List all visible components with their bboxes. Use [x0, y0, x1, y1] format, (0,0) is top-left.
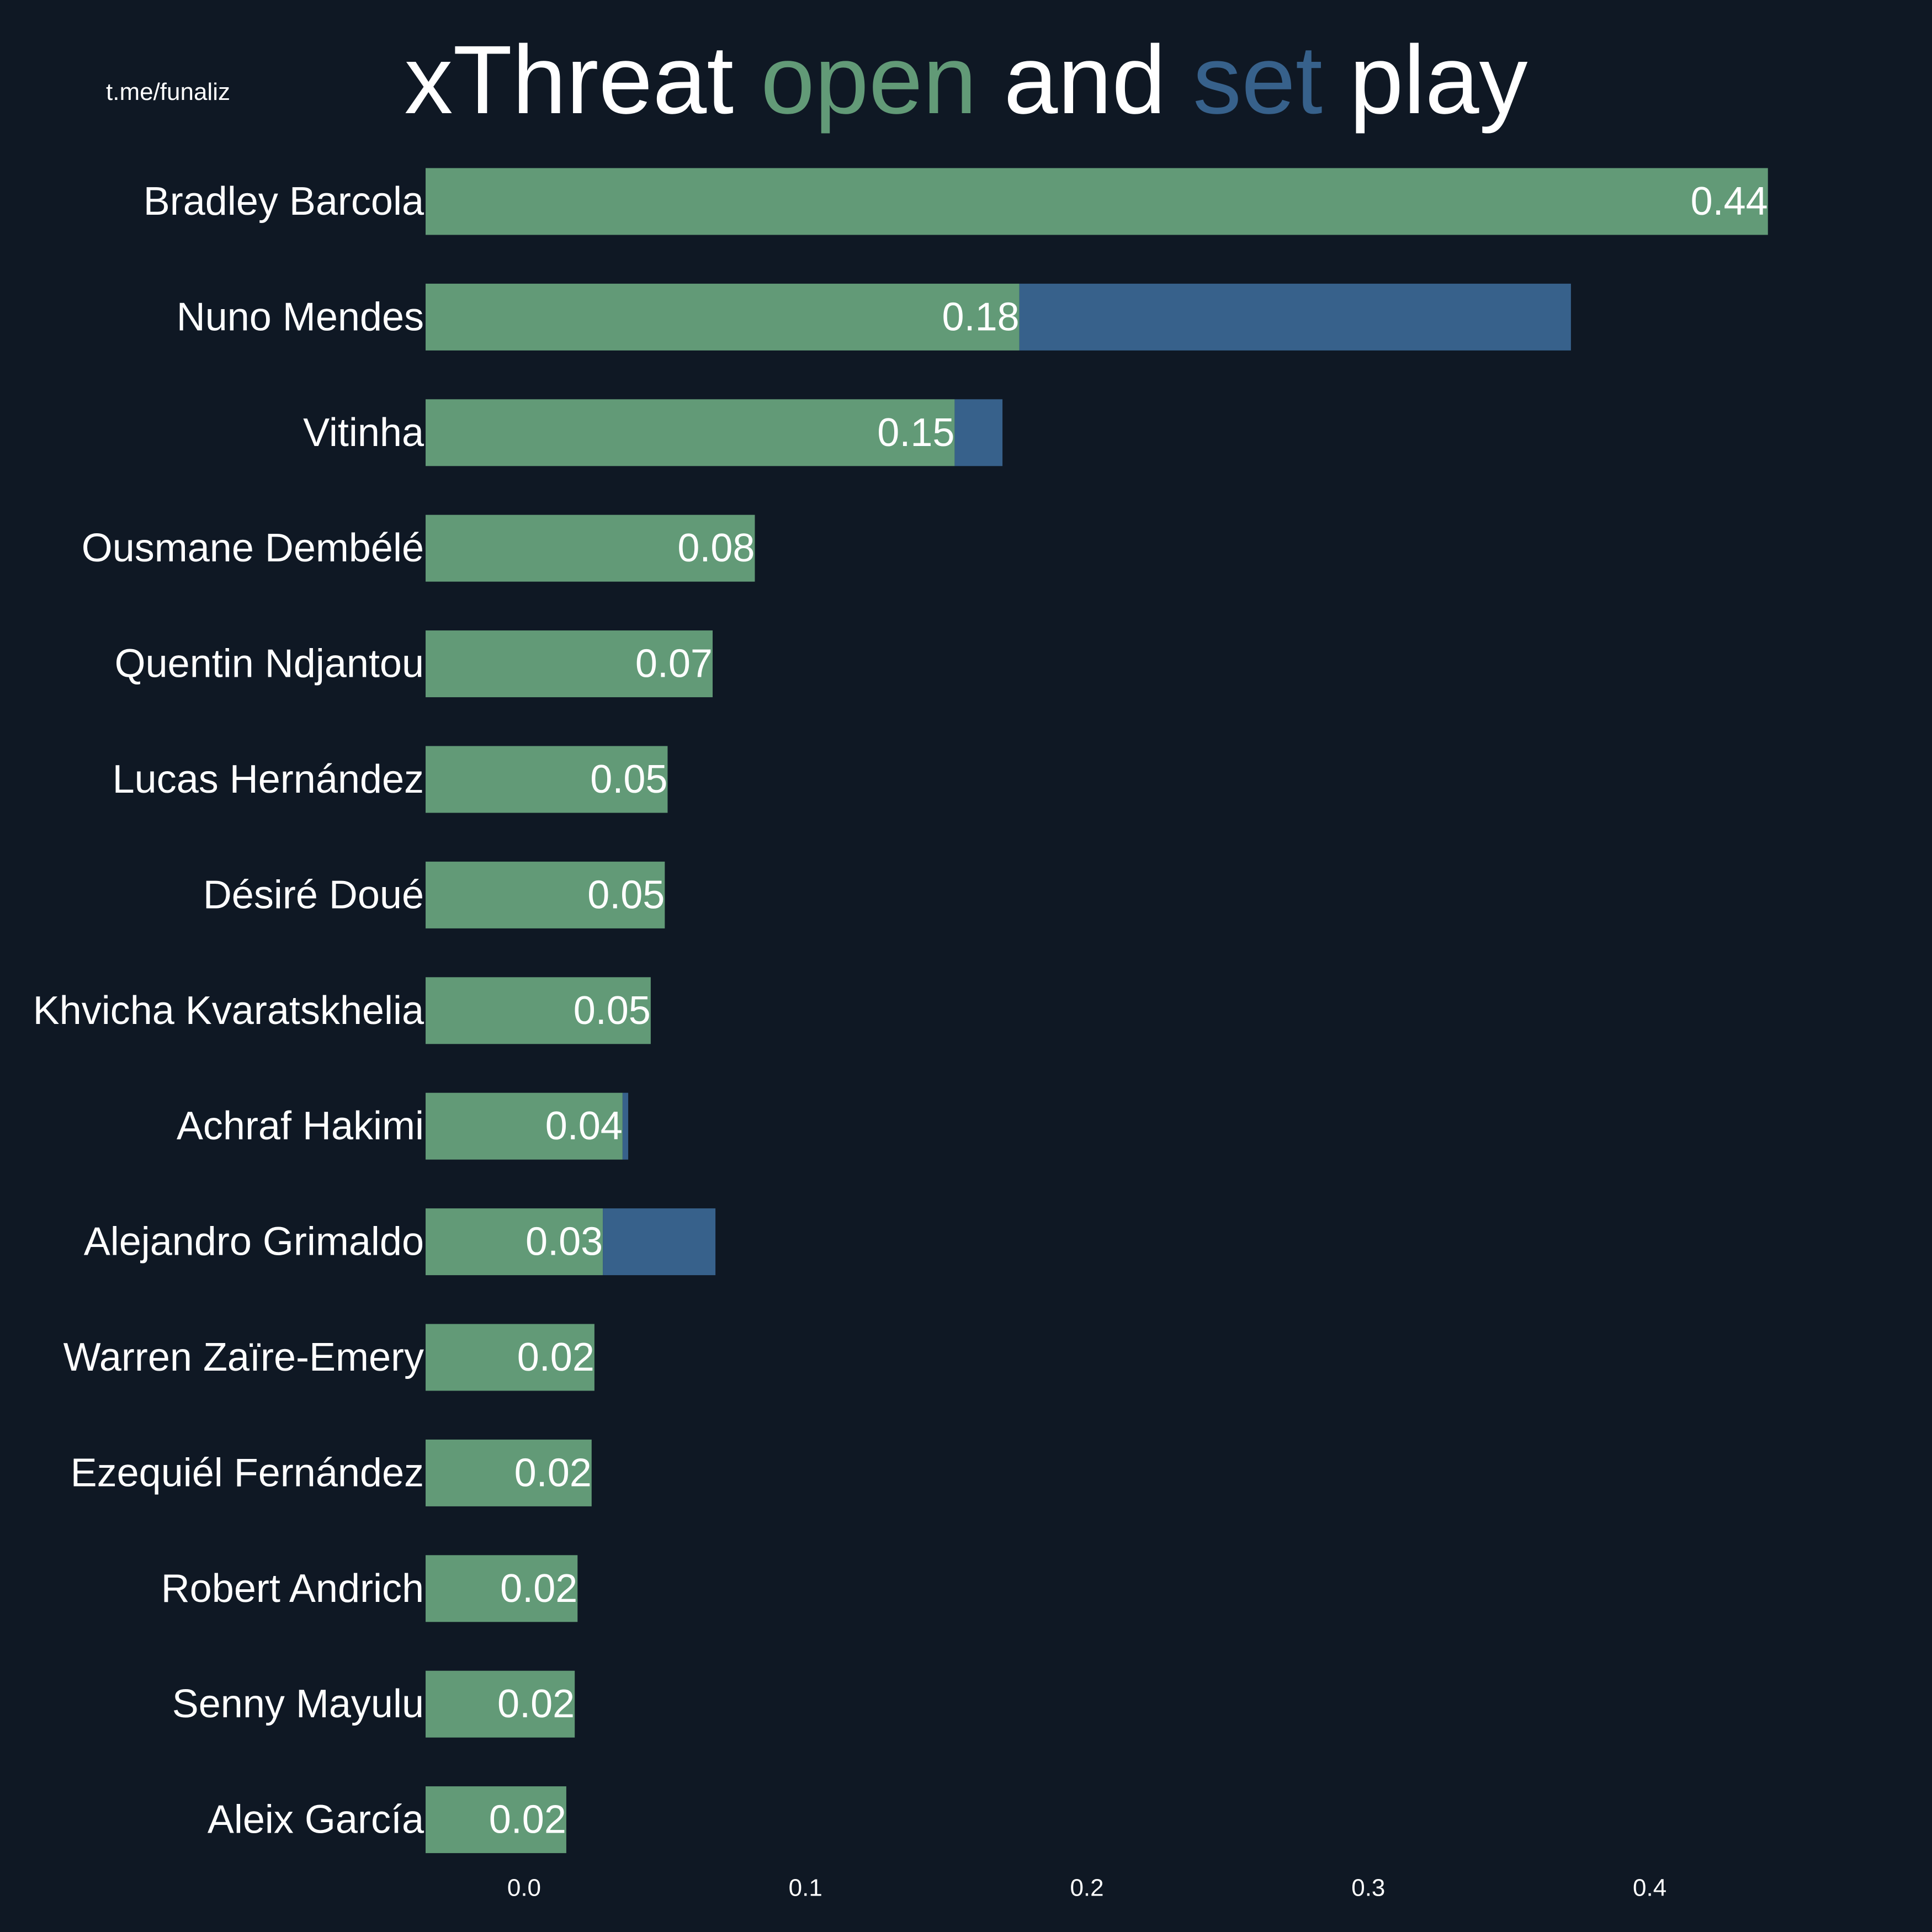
bar-open — [426, 1555, 578, 1622]
category-label: Alejandro Grimaldo — [84, 1220, 424, 1264]
category-label: Lucas Hernández — [113, 757, 424, 802]
bar-set — [954, 399, 1003, 466]
bar-set — [603, 1208, 716, 1276]
category-label: Ezequiél Fernández — [71, 1451, 424, 1495]
bar-open — [426, 399, 955, 466]
data-label: 0.05 — [574, 989, 651, 1033]
title-middle: and — [976, 26, 1193, 134]
x-tick-label: 0.0 — [507, 1875, 541, 1902]
data-label: 0.07 — [635, 642, 713, 686]
bar-open — [426, 861, 665, 928]
bar-open — [426, 283, 1020, 351]
category-label: Senny Mayulu — [172, 1682, 424, 1726]
bar-open — [426, 1439, 592, 1506]
data-label: 0.02 — [500, 1567, 577, 1611]
data-label: 0.44 — [1691, 179, 1768, 224]
category-label: Aleix García — [208, 1798, 424, 1842]
bar-open — [426, 1092, 623, 1160]
x-tick-label: 0.3 — [1351, 1875, 1385, 1902]
category-label: Khvicha Kvaratskhelia — [33, 989, 424, 1033]
x-tick-label: 0.1 — [789, 1875, 822, 1902]
watermark: t.me/funaliz — [106, 78, 230, 105]
category-label: Vitinha — [303, 411, 424, 455]
bar-open — [426, 630, 713, 698]
data-label: 0.03 — [526, 1220, 603, 1264]
x-tick-label: 0.2 — [1070, 1875, 1103, 1902]
bar-open — [426, 514, 755, 582]
bar-set — [622, 1092, 629, 1160]
data-label: 0.02 — [497, 1682, 575, 1726]
data-label: 0.05 — [590, 757, 667, 802]
category-label: Désiré Doué — [203, 873, 424, 917]
chart-title: xThreat open and set play — [0, 25, 1932, 135]
data-label: 0.15 — [877, 411, 954, 455]
title-prefix: xThreat — [404, 26, 761, 134]
bar-open — [426, 168, 1768, 235]
category-label: Warren Zaïre-Emery — [63, 1335, 424, 1379]
x-tick-label: 0.4 — [1633, 1875, 1666, 1902]
data-label: 0.05 — [587, 873, 665, 917]
category-label: Ousmane Dembélé — [82, 526, 424, 570]
data-label: 0.08 — [677, 526, 755, 570]
category-label: Quentin Ndjantou — [115, 642, 424, 686]
data-label: 0.04 — [545, 1104, 623, 1148]
category-label: Bradley Barcola — [144, 179, 424, 224]
data-label: 0.18 — [942, 295, 1020, 339]
bar-open — [426, 1208, 603, 1276]
data-label: 0.02 — [514, 1451, 592, 1495]
data-label: 0.02 — [489, 1798, 566, 1842]
title-open-word: open — [761, 26, 977, 134]
data-label: 0.02 — [517, 1335, 595, 1379]
bar-open — [426, 746, 668, 813]
category-label: Achraf Hakimi — [177, 1104, 424, 1148]
bar-set — [1019, 283, 1571, 351]
bar-open — [426, 1324, 595, 1391]
category-label: Robert Andrich — [161, 1567, 424, 1611]
bar-open — [426, 977, 651, 1044]
bar-open — [426, 1670, 575, 1738]
title-suffix: play — [1322, 26, 1528, 134]
bar-open — [426, 1786, 566, 1854]
category-label: Nuno Mendes — [177, 295, 424, 339]
title-set-word: set — [1193, 26, 1323, 134]
